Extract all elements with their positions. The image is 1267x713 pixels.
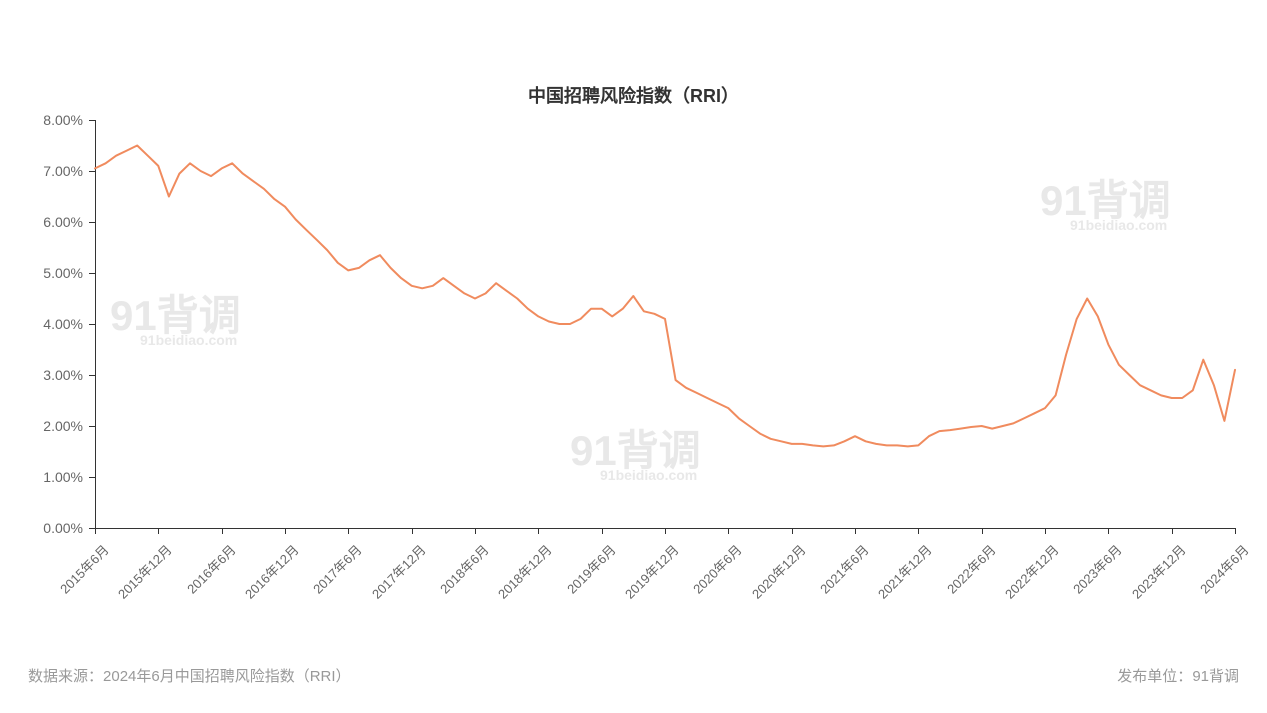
footer-source: 数据来源：2024年6月中国招聘风险指数（RRI） bbox=[28, 665, 351, 686]
line-chart-svg bbox=[0, 0, 1267, 713]
rri-line bbox=[95, 146, 1235, 447]
footer-source-label: 数据来源： bbox=[28, 668, 103, 685]
footer-publisher: 发布单位：91背调 bbox=[1117, 665, 1239, 686]
footer-source-text: 2024年6月中国招聘风险指数（RRI） bbox=[103, 668, 351, 685]
footer-publisher-text: 91背调 bbox=[1192, 668, 1239, 685]
chart-container: 中国招聘风险指数（RRI） 91背调91beidiao.com91背调91bei… bbox=[0, 0, 1267, 713]
footer-publisher-label: 发布单位： bbox=[1117, 668, 1192, 685]
